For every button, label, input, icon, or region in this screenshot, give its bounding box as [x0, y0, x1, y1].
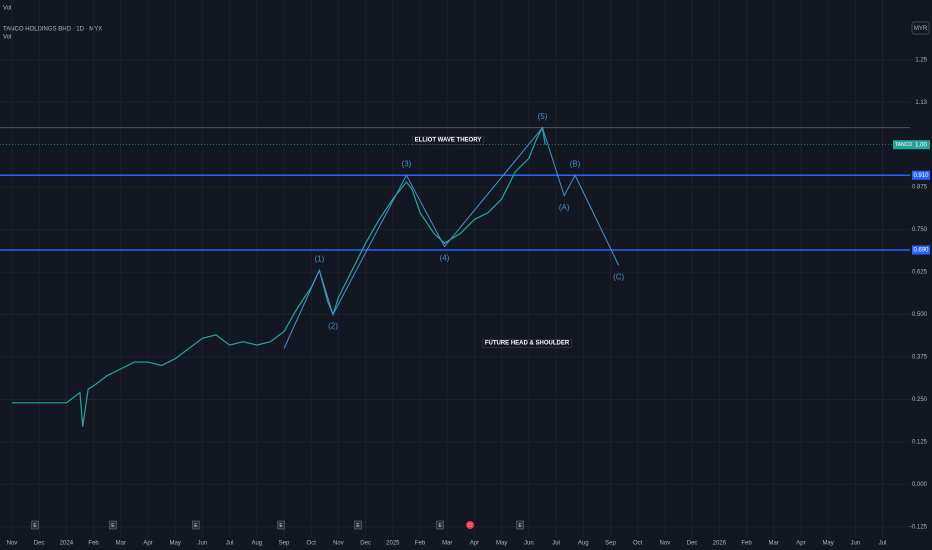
event-marker: [466, 521, 475, 529]
y-tick-label: 1.25: [915, 57, 927, 63]
x-tick-label: Mar: [769, 541, 779, 547]
x-tick-label: Sep: [605, 541, 616, 547]
event-label: E: [518, 523, 522, 529]
x-tick-label: Oct: [307, 541, 317, 547]
x-tick-label: Jun: [850, 541, 860, 547]
x-tick-label: Jul: [226, 541, 234, 547]
wave-label: (1): [314, 254, 324, 263]
price-badge: [912, 140, 930, 150]
event-marker: [109, 520, 117, 530]
level-label: 0.690: [913, 248, 929, 254]
level-badge: [912, 245, 930, 255]
y-tick-label: 0.250: [912, 397, 928, 403]
y-tick-label: 0.625: [912, 270, 928, 276]
wave-label: (B): [570, 159, 581, 168]
wave-label: (5): [538, 112, 548, 121]
event-label: E: [279, 523, 283, 529]
event-label: E: [111, 523, 115, 529]
y-tick-label: 0.125: [912, 439, 928, 445]
event-label: E: [194, 523, 198, 529]
top-label: Vol: [3, 6, 11, 12]
x-tick-label: Sep: [279, 541, 290, 547]
currency: MYR: [914, 26, 928, 32]
indicator-label: Vol: [3, 35, 11, 41]
annotation: FUTURE HEAD & SHOULDER: [485, 341, 570, 347]
x-tick-label: Mar: [116, 541, 126, 547]
wave-label: (2): [328, 322, 338, 331]
wave-label: (3): [402, 159, 412, 168]
chart-title: TANCO HOLDINGS BHD · 1D · MYX: [3, 27, 102, 33]
x-tick-label: Nov: [7, 541, 18, 547]
event-marker: [354, 520, 362, 530]
event-label: E: [33, 523, 37, 529]
x-tick-label: Dec: [687, 541, 698, 547]
x-tick-label: Feb: [741, 541, 752, 547]
x-tick-label: Mar: [442, 541, 452, 547]
x-tick-label: Apr: [470, 541, 479, 547]
x-tick-label: Nov: [333, 541, 344, 547]
x-tick-label: Dec: [360, 541, 371, 547]
ticker-badge: [893, 140, 912, 150]
wave-label: (C): [613, 272, 624, 281]
y-tick-label: 0.375: [912, 355, 928, 361]
wave-line: [283, 126, 620, 349]
last-price-label: 1.00: [915, 142, 927, 148]
x-tick-label: Apr: [143, 541, 152, 547]
event-marker: [516, 520, 524, 530]
event-marker: [277, 520, 285, 530]
event-label: E: [439, 523, 443, 529]
x-tick-label: Dec: [34, 541, 45, 547]
x-tick-label: Nov: [660, 541, 671, 547]
event-label: D: [468, 523, 472, 529]
x-tick-label: May: [170, 541, 181, 547]
x-tick-label: Jun: [524, 541, 534, 547]
event-marker: [31, 520, 39, 530]
annotation-box: [482, 339, 573, 348]
wave-label: (A): [559, 203, 570, 212]
y-tick-label: 1.13: [915, 100, 927, 106]
x-tick-label: Feb: [415, 541, 426, 547]
annotation: ELLIOT WAVE THEORY: [415, 138, 482, 144]
level-label: 0.910: [913, 173, 929, 179]
x-tick-label: Feb: [88, 541, 99, 547]
x-tick-label: Jun: [198, 541, 208, 547]
currency-box[interactable]: [911, 21, 930, 35]
annotation-box: [412, 136, 484, 145]
x-tick-label: Jul: [879, 541, 887, 547]
level-badge: [912, 170, 930, 180]
x-tick-label: May: [496, 541, 507, 547]
y-tick-label: 0.875: [912, 185, 928, 191]
y-tick-label: 0.750: [912, 227, 928, 233]
x-tick-label: May: [822, 541, 833, 547]
x-tick-label: Aug: [251, 541, 262, 547]
x-tick-label: 2025: [386, 541, 400, 547]
ticker-label: TANCO: [895, 142, 912, 148]
event-marker: [192, 520, 200, 530]
x-tick-label: 2024: [60, 541, 74, 547]
wave-label: (4): [440, 254, 450, 263]
x-tick-label: Oct: [633, 541, 643, 547]
event-marker: [436, 520, 444, 530]
y-tick-label: 0.500: [912, 312, 928, 318]
x-tick-label: Aug: [578, 541, 589, 547]
x-tick-label: 2026: [713, 541, 727, 547]
y-tick-label: -0.125: [910, 524, 928, 530]
x-tick-label: Apr: [796, 541, 805, 547]
x-tick-label: Jul: [552, 541, 560, 547]
y-tick-label: 0.000: [912, 482, 928, 488]
event-label: E: [356, 523, 360, 529]
